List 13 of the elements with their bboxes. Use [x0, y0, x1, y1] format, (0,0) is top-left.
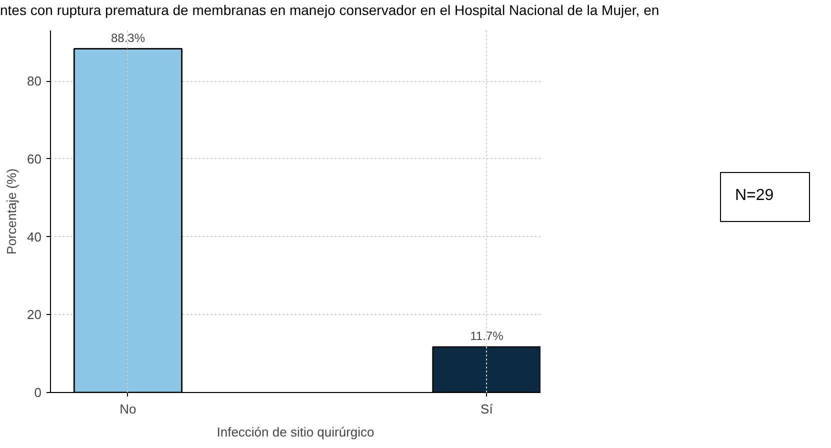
data-label: 11.7%	[470, 328, 504, 343]
x-axis-title: Infección de sitio quirúrgico	[216, 424, 374, 440]
y-axis-title: Porcentaje (%)	[4, 168, 20, 254]
y-tick-label: 20	[27, 307, 42, 322]
x-tick-label: No	[120, 402, 136, 416]
chart-title: ntes con ruptura prematura de membranas en manejo conservador en el Hospital Nacional de la Mujer, en	[0, 1, 660, 20]
y-tick-label: 60	[27, 151, 42, 166]
text: N=29	[735, 186, 774, 206]
data-label: 88.3%	[110, 30, 146, 45]
x-tick-label: Sí	[480, 402, 494, 416]
y-tick-label: 0	[34, 385, 42, 400]
y-tick-label: 40	[27, 229, 42, 244]
y-tick-label: 80	[27, 74, 42, 89]
